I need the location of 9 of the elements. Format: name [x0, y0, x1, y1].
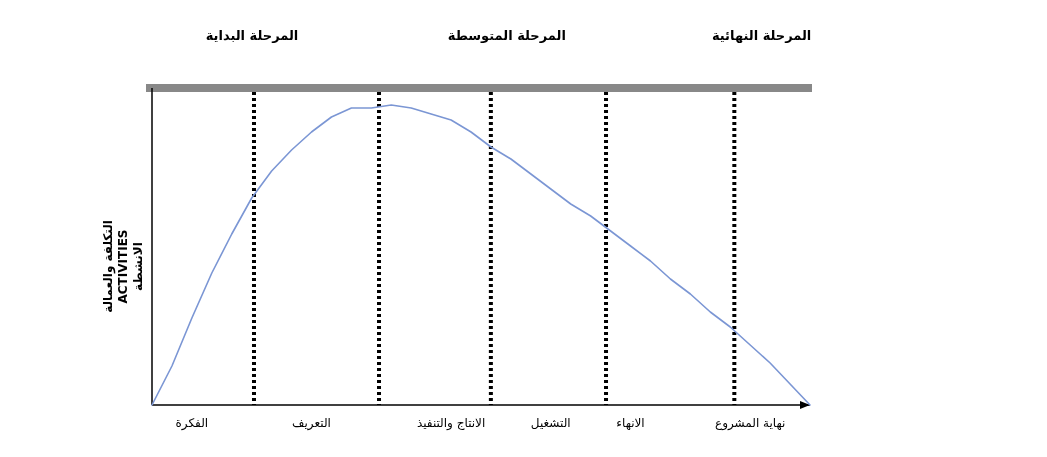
x-tick-label: الانتاج والتنفيذ — [416, 416, 486, 431]
text: المرحلة النهائية — [711, 28, 812, 43]
text: المرحلة البداية — [205, 28, 299, 43]
x-tick-label: نهاية المشروع — [715, 416, 786, 431]
x-tick-label: الفكرة — [175, 416, 209, 431]
text: المرحلة المتوسطة — [447, 28, 566, 43]
x-tick-label: التعريف — [292, 416, 331, 431]
x-tick-label: الانهاء — [616, 416, 645, 430]
x-tick-label: التشغيل — [530, 416, 571, 430]
